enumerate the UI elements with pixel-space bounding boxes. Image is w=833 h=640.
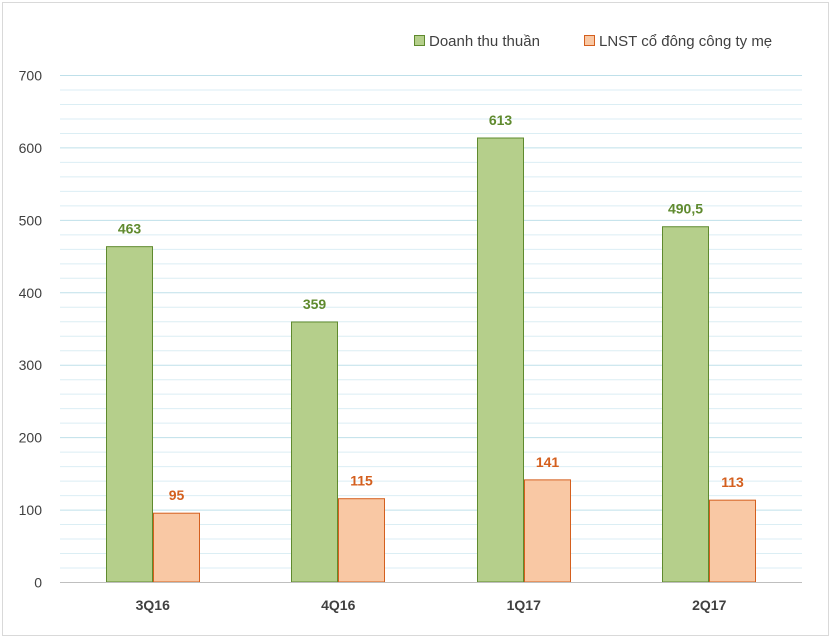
y-tick-label: 100 (19, 502, 43, 518)
data-label: 359 (303, 296, 327, 312)
y-axis-tick-labels: 0 100 200 300 400 500 600 700 (19, 68, 43, 591)
data-label: 613 (489, 112, 513, 128)
legend-entry: LNST cổ đông công ty mẹ (599, 33, 772, 50)
legend-entry: Doanh thu thuần (429, 33, 540, 50)
bar-doanh-thu-thuan-2q17 (662, 226, 709, 583)
bar-doanh-thu-thuan-3q16 (106, 246, 153, 583)
bars (106, 137, 756, 583)
data-label: 113 (721, 474, 744, 490)
y-tick-label: 300 (19, 357, 43, 373)
data-labels: 463 95 359 115 613 141 490,5 113 (118, 112, 744, 503)
y-tick-label: 400 (19, 285, 43, 301)
bar-lnst-4q16 (338, 498, 385, 583)
x-tick-label: 4Q16 (321, 597, 355, 613)
bar-lnst-3q16 (153, 512, 200, 583)
x-tick-label: 2Q17 (692, 597, 726, 613)
legend-swatch (414, 35, 425, 46)
y-tick-label: 500 (19, 212, 43, 228)
bar-doanh-thu-thuan-1q17 (477, 137, 524, 583)
x-tick-label: 3Q16 (136, 597, 170, 613)
data-label: 95 (169, 487, 185, 503)
x-tick-label: 1Q17 (507, 597, 541, 613)
data-label: 490,5 (668, 201, 703, 217)
legend: Doanh thu thuần LNST cổ đông công ty mẹ (414, 33, 772, 50)
data-label: 115 (350, 473, 373, 489)
legend-swatch (584, 35, 595, 46)
data-label: 141 (536, 454, 560, 470)
x-axis-tick-labels: 3Q16 4Q16 1Q17 2Q17 (136, 597, 727, 613)
bar-lnst-1q17 (524, 479, 571, 583)
y-tick-label: 600 (19, 140, 43, 156)
bar-lnst-2q17 (709, 499, 756, 583)
y-tick-label: 0 (34, 575, 42, 591)
data-label: 463 (118, 221, 142, 237)
y-tick-label: 200 (19, 430, 43, 446)
bar-doanh-thu-thuan-4q16 (291, 321, 338, 583)
y-tick-label: 700 (19, 68, 43, 84)
major-gridlines (60, 75, 802, 511)
